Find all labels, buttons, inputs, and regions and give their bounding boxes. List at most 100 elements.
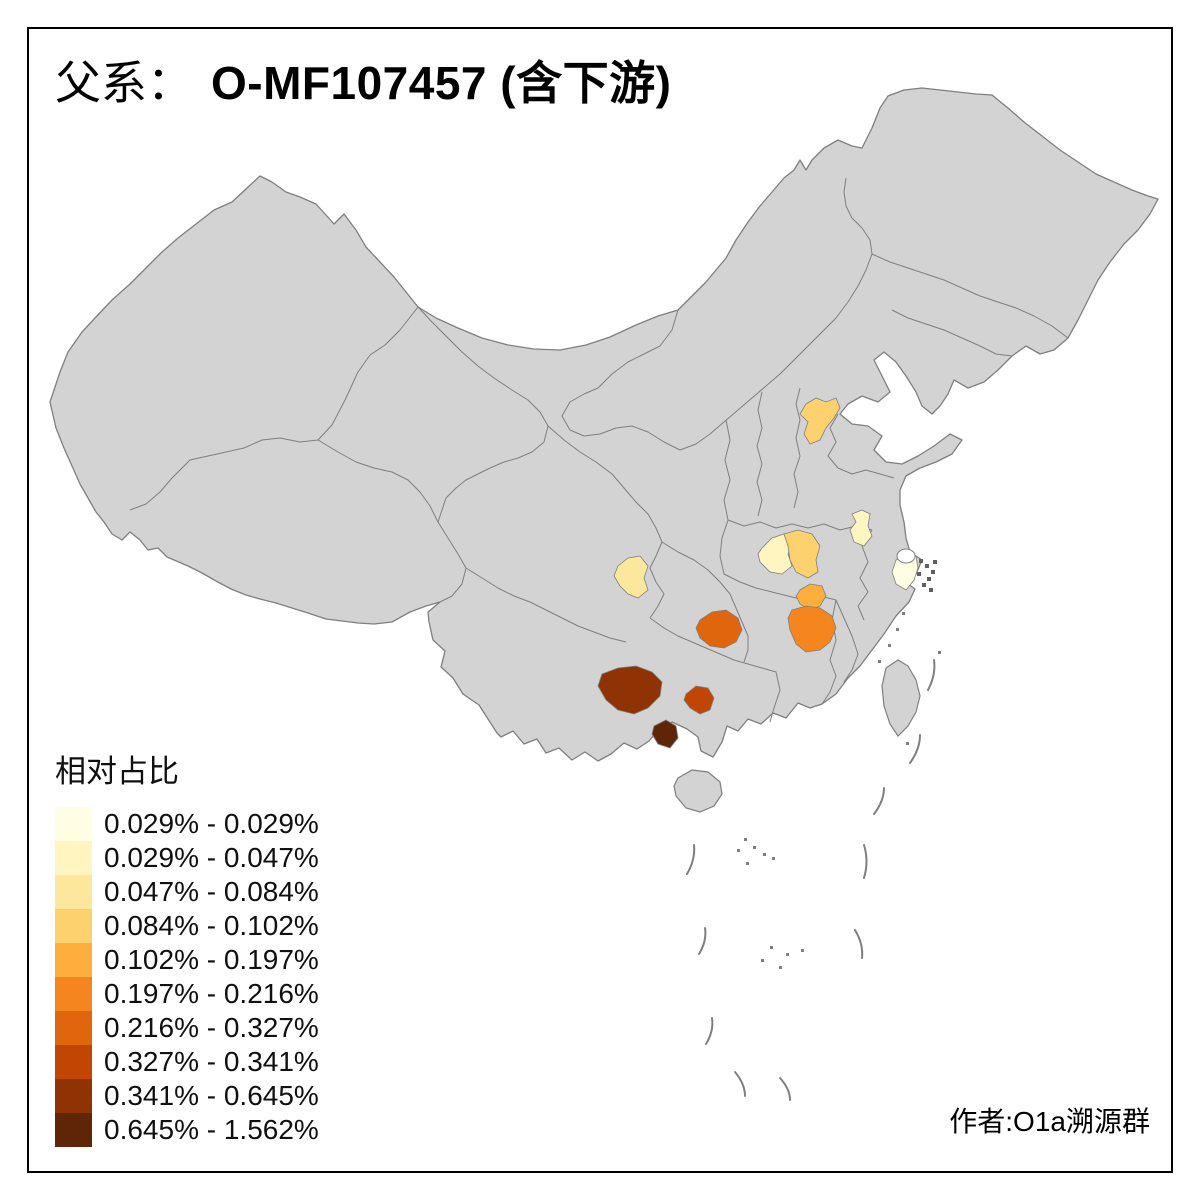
legend-swatch — [55, 1045, 92, 1079]
island-speck — [772, 857, 775, 860]
map-region-r8 — [787, 605, 837, 653]
legend-label: 0.102% - 0.197% — [104, 944, 319, 975]
legend-title: 相对占比 — [55, 754, 179, 789]
legend-rows: 0.029% - 0.029% 0.029% - 0.047% 0.047% - 0… — [55, 807, 319, 1147]
legend-swatch — [55, 841, 92, 875]
legend-label: 0.084% - 0.102% — [104, 910, 319, 941]
page-title: 父系： O-MF107457 (含下游) — [55, 58, 671, 110]
province-border — [871, 253, 1069, 339]
province-border — [317, 439, 467, 603]
title-prefix: 父系： — [55, 58, 193, 109]
island-speck — [770, 946, 773, 949]
coast-speck — [927, 577, 931, 581]
china-mainland — [49, 87, 1159, 762]
island-speck — [906, 742, 909, 745]
legend-swatch — [55, 977, 92, 1011]
island-speck — [763, 853, 766, 856]
legend-label: 0.197% - 0.216% — [104, 978, 319, 1009]
sea-dash — [705, 1017, 714, 1045]
legend-swatch — [55, 943, 92, 977]
map-region-r4 — [757, 533, 793, 575]
map-region-r2 — [849, 509, 873, 547]
legend-label: 0.327% - 0.341% — [104, 1046, 319, 1077]
legend-label: 0.029% - 0.047% — [104, 842, 319, 873]
sea-dash — [734, 1071, 746, 1097]
lake-taihu — [896, 548, 916, 564]
island-speck — [746, 862, 749, 865]
legend-swatch — [55, 1113, 92, 1147]
island-speck — [761, 959, 764, 962]
province-border — [727, 519, 873, 531]
island-speck — [779, 966, 782, 969]
legend-row: 0.327% - 0.341% — [55, 1045, 319, 1079]
island-speck — [938, 651, 941, 654]
province-border — [835, 599, 859, 683]
map-region-r11 — [597, 665, 663, 715]
province-border — [756, 391, 763, 517]
legend-swatch — [55, 909, 92, 943]
legend-swatch — [55, 875, 92, 909]
legend-row: 0.084% - 0.102% — [55, 909, 319, 943]
province-border — [465, 567, 627, 643]
legend-row: 0.047% - 0.084% — [55, 875, 319, 909]
island-speck — [902, 612, 905, 615]
island-speck — [801, 949, 804, 952]
island-speck — [753, 846, 756, 849]
island-taiwan — [881, 659, 921, 737]
map-region-r7 — [795, 583, 827, 611]
sea-dash — [927, 659, 936, 691]
map-region-r1 — [799, 397, 841, 445]
legend-row: 0.216% - 0.327% — [55, 1011, 319, 1045]
province-border — [661, 541, 749, 663]
coast-speck — [919, 559, 923, 563]
province-border — [827, 413, 895, 479]
sea-dash — [779, 1077, 791, 1101]
island-speck — [737, 849, 740, 852]
island-hainan — [673, 769, 723, 813]
coast-speck — [922, 583, 926, 587]
coast-speck — [933, 560, 937, 564]
sea-dash — [909, 734, 921, 764]
legend-label: 0.341% - 0.645% — [104, 1080, 319, 1111]
sea-dash — [698, 927, 707, 955]
legend-row: 0.645% - 1.562% — [55, 1113, 319, 1147]
province-border — [891, 309, 1013, 357]
province-border — [129, 306, 419, 511]
map-region-r10 — [683, 685, 715, 715]
map-region-r5 — [783, 529, 821, 579]
legend-swatch — [55, 1079, 92, 1113]
coast-speck — [925, 564, 929, 568]
sea-dash — [873, 787, 885, 815]
province-border — [547, 425, 665, 619]
island-speck — [896, 628, 899, 631]
island-speck — [888, 644, 891, 647]
province-border — [649, 617, 781, 723]
legend-swatch — [55, 807, 92, 841]
legend-row: 0.029% - 0.029% — [55, 807, 319, 841]
coast-speck — [917, 572, 921, 576]
province-border — [793, 387, 801, 509]
legend-row: 0.029% - 0.047% — [55, 841, 319, 875]
map-region-r6 — [613, 555, 649, 599]
island-speck — [786, 953, 789, 956]
map-region-r9 — [695, 609, 743, 649]
coast-speck — [931, 570, 935, 574]
island-speck — [744, 838, 747, 841]
province-border — [857, 529, 873, 621]
map-region-r12 — [651, 719, 679, 749]
legend-label: 0.645% - 1.562% — [104, 1114, 319, 1145]
author-credit: 作者:O1a溯源群 — [949, 1106, 1150, 1137]
sea-dash — [686, 844, 696, 875]
legend-row: 0.197% - 0.216% — [55, 977, 319, 1011]
island-speck — [878, 660, 881, 663]
legend-swatch — [55, 1011, 92, 1045]
legend-row: 0.341% - 0.645% — [55, 1079, 319, 1113]
province-border — [561, 177, 873, 451]
coast-speck — [929, 588, 933, 592]
legend-label: 0.047% - 0.084% — [104, 876, 319, 907]
title-haplogroup: O-MF107457 (含下游) — [211, 57, 672, 109]
sea-dash — [863, 844, 868, 879]
legend-label: 0.216% - 0.327% — [104, 1012, 319, 1043]
